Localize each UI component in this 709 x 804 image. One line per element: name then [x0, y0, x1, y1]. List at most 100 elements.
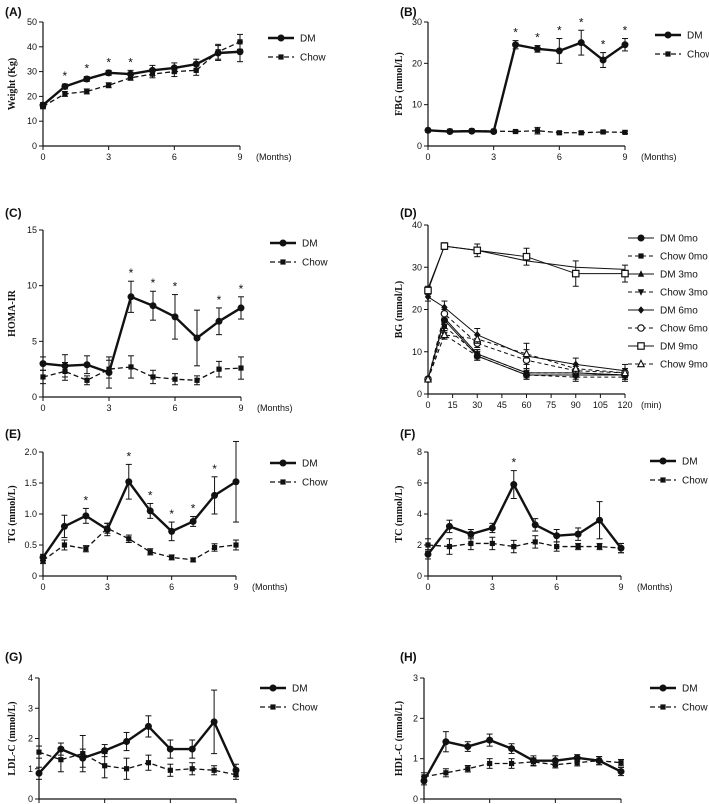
- data-point: [468, 540, 474, 547]
- series-line: [422, 738, 622, 782]
- legend-label: Chow: [300, 53, 326, 64]
- legend-label: DM 3mo: [660, 270, 698, 281]
- significance-marker: *: [84, 62, 89, 76]
- legend: DM Chow: [655, 31, 709, 61]
- y-tick-label: 2: [417, 540, 422, 550]
- data-point: [578, 130, 584, 136]
- legend-label: Chow: [682, 703, 708, 714]
- series-chow: [40, 522, 239, 565]
- legend-marker: [637, 324, 645, 332]
- series-line: [427, 245, 625, 291]
- data-point: [510, 481, 518, 489]
- data-point: [168, 527, 176, 535]
- data-point: [443, 770, 449, 776]
- y-tick-label: 1: [28, 764, 33, 774]
- data-point: [508, 745, 516, 753]
- series-line: [38, 720, 238, 775]
- y-tick-label: 0: [32, 392, 37, 402]
- significance-marker: *: [513, 26, 518, 40]
- y-tick-label: 6: [417, 478, 422, 488]
- data-point: [489, 540, 495, 547]
- data-point: [531, 521, 539, 529]
- legend-marker: [637, 342, 645, 350]
- data-point: [523, 372, 530, 379]
- data-point: [474, 353, 481, 360]
- x-tick-label: 9: [237, 152, 242, 162]
- panel-letter: (A): [5, 5, 22, 19]
- y-axis-title: HOMA-IR: [7, 289, 18, 336]
- data-point: [552, 762, 558, 768]
- series-line: [42, 366, 242, 381]
- y-axis-title: TG (mmol/L): [7, 485, 18, 543]
- chart-panel-5: (E) 0 0.5 1.0 1.5 2.0 0 3 6 9 (Months) TG (mmol/L) *…: [5, 427, 328, 592]
- data-point: [446, 543, 453, 550]
- data-point: [84, 377, 90, 383]
- significance-marker: *: [148, 488, 153, 502]
- data-point: [233, 772, 239, 778]
- y-tick-label: 10: [412, 100, 422, 110]
- y-tick-label: 30: [27, 67, 37, 77]
- series-chow: [421, 756, 624, 782]
- legend-marker: [280, 479, 286, 485]
- data-point: [486, 736, 494, 744]
- data-point: [238, 365, 244, 371]
- data-point: [554, 543, 560, 550]
- legend-marker: [280, 259, 286, 265]
- data-point: [467, 530, 475, 538]
- legend-marker: [636, 359, 646, 368]
- data-point: [60, 522, 68, 530]
- y-tick-label: 1.0: [24, 509, 37, 519]
- series-line: [427, 483, 622, 556]
- data-point: [102, 763, 108, 769]
- x-tick-label: 0: [40, 582, 45, 592]
- legend-marker: [659, 457, 667, 465]
- data-point: [571, 363, 580, 372]
- legend: DM Chow: [268, 34, 326, 64]
- legend-label: Chow: [292, 703, 318, 714]
- x-tick-label: 120: [617, 400, 632, 410]
- data-point: [421, 774, 427, 780]
- data-point: [620, 367, 630, 377]
- data-point: [83, 546, 89, 552]
- data-point: [512, 41, 520, 49]
- x-axis-unit: (Months): [637, 582, 673, 592]
- legend-label: Chow 6mo: [660, 324, 708, 335]
- y-tick-label: 3: [413, 673, 418, 683]
- data-point: [534, 128, 541, 134]
- data-point: [469, 128, 475, 134]
- data-point: [555, 47, 563, 55]
- y-tick-label: 2: [28, 734, 33, 744]
- series-line: [427, 296, 626, 372]
- panel-letter: (B): [400, 5, 417, 19]
- data-point: [210, 718, 218, 726]
- data-point: [62, 368, 68, 374]
- chart-panel-2: (B) 0 10 20 30 0 3 6 9 (Months) FBG (mmol/L) * * * * * *…: [394, 5, 709, 162]
- data-point: [473, 246, 482, 255]
- data-point: [574, 760, 580, 766]
- data-point: [145, 760, 152, 766]
- legend-marker: [270, 704, 276, 710]
- data-point: [123, 766, 130, 772]
- significance-marker: *: [557, 24, 562, 38]
- panel-letter: (C): [5, 206, 22, 220]
- data-point: [146, 507, 154, 515]
- series-dm: [39, 440, 240, 561]
- data-point: [599, 56, 607, 64]
- legend: DM Chow: [270, 239, 328, 269]
- data-point: [237, 39, 243, 45]
- significance-marker: *: [63, 69, 68, 83]
- legend-marker: [637, 289, 645, 296]
- data-point: [424, 293, 432, 301]
- data-point: [169, 554, 175, 560]
- series-chow: [36, 734, 239, 780]
- data-point: [440, 329, 449, 339]
- series-line: [423, 760, 622, 778]
- x-tick-label: 6: [557, 152, 562, 162]
- series-line: [42, 41, 241, 107]
- data-point: [464, 743, 472, 751]
- legend-label: Chow: [302, 478, 328, 489]
- series-chow: [425, 126, 628, 136]
- series-line: [427, 317, 626, 380]
- data-point: [425, 542, 431, 548]
